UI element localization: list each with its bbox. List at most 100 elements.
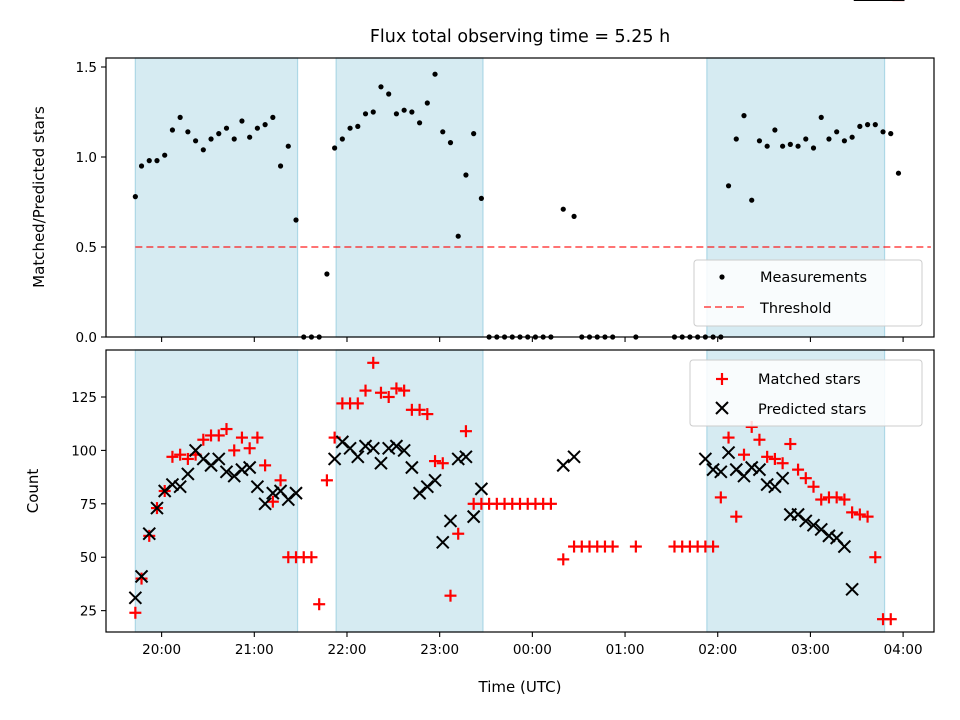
measurement-point [787,141,793,147]
matched-star-point [846,506,859,519]
measurement-point [455,233,461,239]
measurement-point [208,136,214,142]
predicted-star-point [389,439,404,453]
measurement-point [146,158,152,164]
measurement-point [432,71,438,77]
matched-star-point [390,382,403,395]
matched-star-point [228,444,241,457]
measurement-point [888,131,894,137]
predicted-star-point [128,591,143,605]
matched-star-point [768,452,781,465]
matched-star-point [143,529,156,542]
measurement-point [154,158,160,164]
bottom-x-axis: 20:00 21:00 22:00 23:00 00:00 01:00 02:00 03:00… [142,632,923,658]
predicted-star-point [219,465,234,479]
matched-star-point [129,606,142,619]
measurement-point [849,134,855,140]
matched-star-point [351,397,364,410]
matched-star-point [197,433,210,446]
x-tick-label: 21:00 [235,642,274,658]
predicted-star-point [806,518,821,532]
predicted-star-point [212,452,226,466]
measurement-point [192,138,199,144]
matched-star-point [753,433,766,446]
matched-star-point [629,540,642,553]
measurement-point [386,91,392,97]
x-tick-label: 04:00 [884,642,923,658]
matched-star-point [374,386,387,399]
bottom-y-axis: 25 50 75 100 125 [71,390,106,620]
predicted-star-point [799,514,813,528]
measurement-point [841,138,848,144]
predicted-star-point [358,439,373,453]
predicted-star-point [775,471,790,485]
bottom-predicted-stars [128,0,905,605]
matched-star-point [320,474,333,487]
predicted-star-point [381,441,396,455]
x-tick-label: 00:00 [513,642,552,658]
measurement-point [169,127,176,133]
measurement-point [332,145,338,151]
measurement-point [756,138,763,144]
predicted-star-point [258,497,272,511]
bottom-y-tick-label: 125 [71,390,97,406]
predicted-star-point [405,460,419,475]
top-y-tick-label: 0.5 [76,240,97,256]
matched-star-point [359,384,372,397]
predicted-star-point [845,582,859,596]
matched-star-point [398,384,411,397]
matched-star-point [382,391,395,403]
bottom-matched-stars [129,0,905,626]
x-tick-label: 01:00 [606,642,645,658]
predicted-star-point [752,462,767,477]
matched-star-point [413,403,426,416]
top-plot-frame [105,57,935,338]
predicted-star-point [714,465,728,479]
matched-star-point [884,613,897,626]
predicted-star-point [289,486,303,500]
measurement-point [772,127,778,133]
predicted-star-point [745,460,759,475]
top-legend-box [693,259,923,327]
predicted-star-point [436,535,450,549]
matched-star-point [166,450,179,463]
matched-star-point [367,356,380,369]
measurement-point [132,194,138,200]
bottom-y-axis-label: Count [24,469,42,514]
predicted-star-point [134,569,149,584]
measurement-point [362,111,369,117]
measurement-point [795,143,801,149]
matched-star-point [313,598,326,611]
matched-star-point [251,431,264,444]
matched-star-point [421,408,434,421]
measurement-point [818,114,824,120]
legend-threshold-label: Threshold [759,301,831,317]
matched-star-point [459,425,472,438]
measurement-point [401,107,407,113]
matched-star-point [544,497,557,510]
predicted-star-point [837,539,852,554]
bottom-panel: 25 50 75 100 125 20:00 21:00 22:00 23:00 00:00 01… [24,0,935,696]
measurement-point [571,213,577,219]
legend-predicted-label: Predicted stars [758,402,866,418]
measurement-point [223,125,230,131]
measurement-point [424,100,430,106]
measurement-point [262,122,268,128]
measurement-point [810,145,817,151]
predicted-star-point [721,445,736,460]
measurement-point [185,129,191,135]
predicted-star-point [706,462,720,477]
matched-star-point [730,510,743,523]
x-axis-label: Time (UTC) [478,678,562,696]
bottom-y-tick-label: 75 [80,497,97,513]
measurement-point [872,122,878,128]
measurement-point [138,163,145,169]
bottom-y-tick-label: 100 [71,443,97,459]
matched-star-point [174,448,187,461]
measurement-point [378,84,384,90]
measurement-point [177,114,183,120]
matched-star-point [444,589,457,602]
bottom-legend-box [689,359,923,427]
predicted-star-point [443,514,458,528]
